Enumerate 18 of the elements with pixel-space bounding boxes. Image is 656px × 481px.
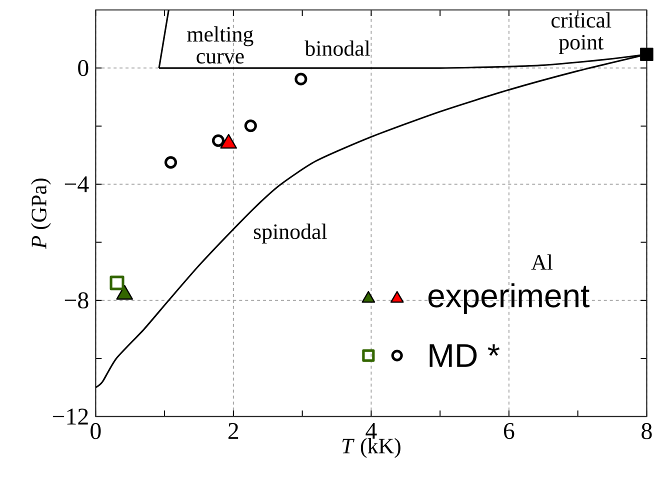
y-tick-label: −8 <box>64 292 88 308</box>
y-axis-title: P (GPa) <box>31 178 51 249</box>
annotation: binodal <box>304 40 370 56</box>
y-tick-label: 0 <box>78 60 88 76</box>
legend-label: experiment <box>428 283 590 314</box>
x-tick-label: 8 <box>642 422 652 440</box>
annotation: critical point <box>552 12 612 54</box>
legend-label: MD * <box>430 344 500 367</box>
y-tick-label: −4 <box>64 176 89 192</box>
y-tick-label: −12 <box>52 408 88 424</box>
annotation: Al <box>531 254 553 270</box>
x-tick-label: 2 <box>228 422 238 439</box>
annotation: melting curve <box>187 26 254 64</box>
annotation: spinodal <box>254 224 327 244</box>
x-tick-label: 6 <box>504 422 514 439</box>
x-tick-label: 0 <box>90 422 101 440</box>
x-axis-title: T (kK) <box>342 438 400 458</box>
x-tick-label: 4 <box>366 422 377 439</box>
